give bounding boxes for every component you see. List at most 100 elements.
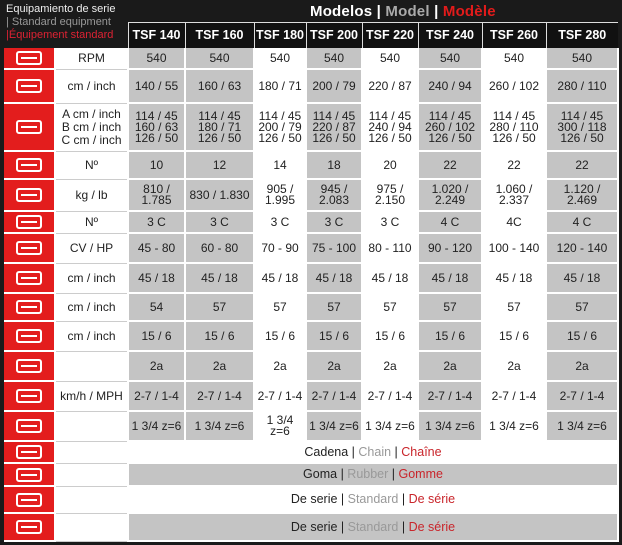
- rotor-depth-icon: [4, 263, 56, 294]
- spec-cell: 57: [418, 293, 483, 322]
- title-sep: |: [372, 3, 386, 20]
- spec-cell: 45 / 18: [418, 263, 483, 294]
- pto-gearbox-icon: [4, 48, 56, 70]
- spec-row: RPM 540 540 540 540 540 540 540 540: [4, 48, 619, 70]
- spec-cell: 1 3/4 z=6: [306, 411, 363, 442]
- roller-icon: [4, 486, 56, 514]
- spec-cell: 1 3/4 z=6: [254, 411, 307, 442]
- spec-cell: 2a: [128, 351, 186, 382]
- row-label: [55, 486, 129, 514]
- spec-cell: 2-7 / 1-4: [185, 381, 255, 412]
- spec-cell: 2-7 / 1-4: [306, 381, 363, 412]
- row-label: cm / inch: [55, 69, 129, 104]
- spec-cell: 2a: [362, 351, 419, 382]
- model-header: TSF 280: [545, 22, 618, 48]
- spec-cell: 180 / 71: [254, 69, 307, 104]
- spec-cell: 45 / 18: [254, 263, 307, 294]
- spec-cell: 45 - 80: [128, 233, 186, 264]
- value-en: Standard: [347, 492, 399, 506]
- row-label: Nº: [55, 211, 129, 234]
- spec-cell: 1.120 / 2.469: [546, 179, 619, 212]
- spec-row: Nº 10 12 14 18 20 22 22 22: [4, 151, 619, 180]
- spec-cell: 57: [546, 293, 619, 322]
- value-es: De serie: [290, 519, 338, 534]
- spec-cell: 4C: [482, 211, 547, 234]
- feature-row: De serie | Standard | De série: [4, 486, 619, 514]
- rubber-flap-icon: [4, 463, 56, 487]
- spec-cell: 905 / 1.995: [254, 179, 307, 212]
- feature-value: Goma | Rubber | Gomme: [128, 463, 619, 487]
- spec-cell: 22: [482, 151, 547, 180]
- spec-cell: 3 C: [254, 211, 307, 234]
- spec-cell: 18: [306, 151, 363, 180]
- spec-cell: 2a: [306, 351, 363, 382]
- feature-row: Goma | Rubber | Gomme: [4, 463, 619, 487]
- value-es: De serie: [290, 492, 338, 506]
- spec-cell: 945 / 2.083: [306, 179, 363, 212]
- row-label: [55, 513, 129, 542]
- title-en: Model: [385, 3, 430, 20]
- spec-cell: 22: [546, 151, 619, 180]
- spec-cell: 540: [418, 48, 483, 70]
- tractor-speed-icon: [4, 381, 56, 412]
- spec-cell: 57: [362, 293, 419, 322]
- feature-value: De serie | Standard | De série: [128, 513, 619, 542]
- spec-cell: 12: [185, 151, 255, 180]
- row-label: cm / inch: [55, 293, 129, 322]
- spec-cell: 2a: [418, 351, 483, 382]
- model-header-row: TSF 140 TSF 160 TSF 180 TSF 200 TSF 220 TSF 2…: [4, 22, 618, 48]
- spec-cell: 3 C: [128, 211, 186, 234]
- spec-cell: 15 / 6: [482, 321, 547, 352]
- pto-shaft-icon: [4, 411, 56, 442]
- row-label: Nº: [55, 151, 129, 180]
- spec-cell: 57: [482, 293, 547, 322]
- gear-protection-icon: [4, 513, 56, 542]
- spec-row: 2a 2a 2a 2a 2a 2a 2a 2a: [4, 351, 619, 382]
- spec-cell: 114 / 45 300 / 118 126 / 50: [546, 103, 619, 152]
- title-fr: Modèle: [442, 3, 496, 20]
- spec-cell: 1 3/4 z=6: [546, 411, 619, 442]
- spec-cell: 15 / 6: [185, 321, 255, 352]
- model-header: TSF 240: [417, 22, 482, 48]
- legend-en: | Standard equipment: [6, 16, 111, 28]
- value-es: Cadena: [304, 444, 349, 459]
- spec-cell: 100 - 140: [482, 233, 547, 264]
- spec-cell: 57: [306, 293, 363, 322]
- spec-cell: 60 - 80: [185, 233, 255, 264]
- spec-cell: 15 / 6: [418, 321, 483, 352]
- spec-cell: 280 / 110: [546, 69, 619, 104]
- row-label: cm / inch: [55, 263, 129, 294]
- spec-cell: 2-7 / 1-4: [546, 381, 619, 412]
- hitch-category-icon: [4, 351, 56, 382]
- spec-cell: 70 - 90: [254, 233, 307, 264]
- spec-row: cm / inch 140 / 55 160 / 63 180 / 71 200 / 7…: [4, 69, 619, 104]
- spec-cell: 830 / 1.830: [185, 179, 255, 212]
- model-header: TSF 200: [305, 22, 362, 48]
- spec-cell: 2a: [482, 351, 547, 382]
- row-label: RPM: [55, 48, 129, 70]
- row-label: [55, 463, 129, 487]
- spec-cell: 2-7 / 1-4: [128, 381, 186, 412]
- wheel-icon: [4, 321, 56, 352]
- model-header: TSF 180: [253, 22, 306, 48]
- spec-cell: 20: [362, 151, 419, 180]
- spec-cell: 54: [128, 293, 186, 322]
- spec-cell: 114 / 45 280 / 110 126 / 50: [482, 103, 547, 152]
- spec-cell: 90 - 120: [418, 233, 483, 264]
- spec-row: A cm / inch B cm / inch C cm / inch 114 /…: [4, 103, 619, 152]
- row-label: [55, 351, 129, 382]
- spec-row: 1 3/4 z=6 1 3/4 z=6 1 3/4 z=6 1 3/4 z=6 1 3/…: [4, 411, 619, 442]
- spec-cell: 1 3/4 z=6: [362, 411, 419, 442]
- spec-cell: 114 / 45 220 / 87 126 / 50: [306, 103, 363, 152]
- spec-cell: 540: [482, 48, 547, 70]
- spec-cell: 2-7 / 1-4: [482, 381, 547, 412]
- spec-cell: 45 / 18: [362, 263, 419, 294]
- spec-cell: 540: [185, 48, 255, 70]
- spec-cell: 45 / 18: [546, 263, 619, 294]
- spec-cell: 114 / 45 200 / 79 126 / 50: [254, 103, 307, 152]
- spec-cell: 22: [418, 151, 483, 180]
- belt-icon: [4, 211, 56, 234]
- spec-table: TSF 140 TSF 160 TSF 180 TSF 200 TSF 220 TSF 2…: [4, 22, 619, 542]
